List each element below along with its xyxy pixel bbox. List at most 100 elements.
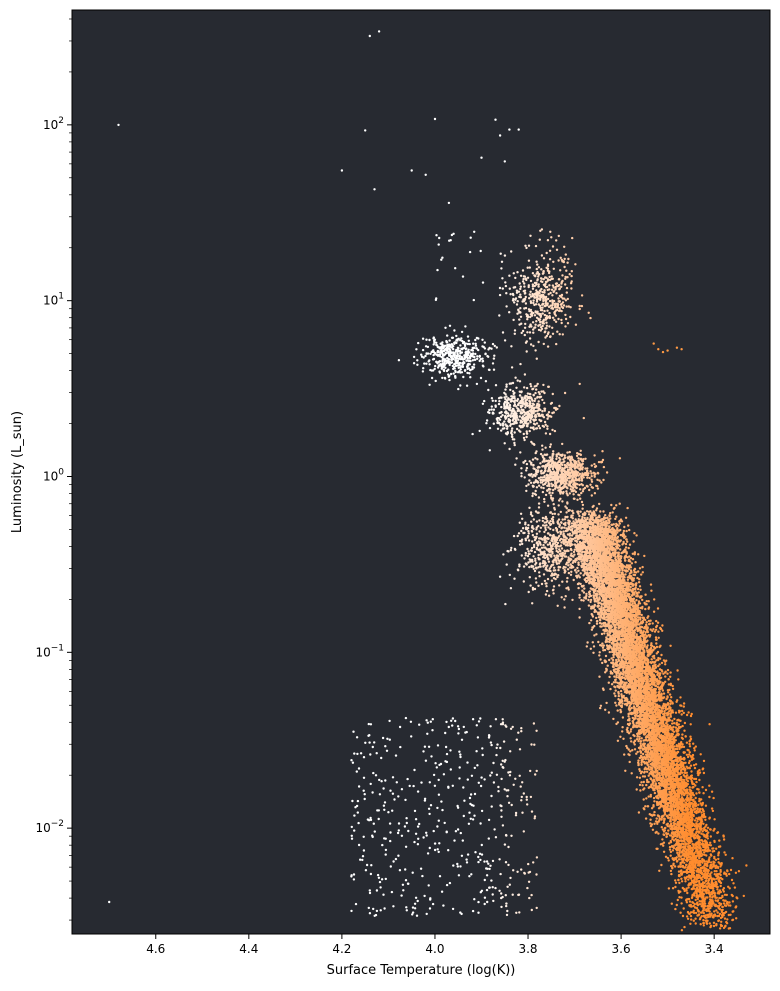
star-point [686, 755, 690, 759]
star-point [717, 857, 720, 861]
star-point [633, 743, 636, 746]
star-point [598, 675, 601, 678]
star-point [680, 896, 683, 899]
star-point [580, 560, 583, 563]
star-point [689, 764, 693, 767]
star-point [597, 616, 601, 619]
star-point [643, 808, 646, 811]
star-point [682, 907, 685, 910]
star-point [680, 793, 683, 796]
star-point [615, 704, 618, 707]
star-point [695, 906, 698, 910]
star-point [587, 513, 591, 516]
star-point [688, 745, 692, 748]
star-point [668, 688, 671, 692]
star-point [664, 675, 667, 678]
star-point [700, 811, 703, 814]
star-point [704, 818, 707, 821]
star-point [704, 825, 707, 828]
star-point [651, 828, 655, 831]
star-point [737, 870, 741, 873]
star-point [592, 645, 596, 648]
star-point [695, 822, 698, 825]
star-point [674, 885, 677, 889]
star-point [652, 721, 655, 724]
star-point [581, 589, 584, 592]
star-point [617, 698, 620, 701]
star-point [663, 829, 666, 832]
star-point [614, 689, 617, 692]
star-point [688, 742, 691, 746]
star-point [709, 844, 713, 847]
star-point [624, 769, 627, 772]
star-point [608, 675, 611, 679]
star-point [625, 564, 629, 567]
scatter-points [108, 30, 748, 932]
star-point [680, 902, 683, 905]
star-point [734, 871, 738, 874]
star-point [625, 538, 628, 541]
star-point [600, 632, 604, 636]
star-point [610, 503, 613, 507]
star-point [722, 838, 726, 841]
star-point [624, 546, 628, 549]
star-point [582, 591, 586, 594]
star-point [689, 914, 693, 918]
star-point [712, 921, 716, 924]
star-point [599, 658, 602, 661]
star-point [690, 770, 693, 773]
star-point [648, 715, 651, 719]
star-point [644, 593, 647, 596]
star-point [732, 882, 735, 885]
star-point [657, 691, 660, 694]
star-point [681, 859, 685, 862]
star-point [655, 642, 658, 645]
star-point [630, 772, 633, 775]
star-point [643, 775, 647, 778]
star-point [599, 706, 602, 710]
star-point [709, 835, 712, 838]
star-point [734, 906, 737, 909]
star-point [602, 644, 605, 647]
star-point [641, 571, 644, 574]
star-point [691, 901, 694, 904]
star-point [622, 529, 626, 533]
star-point [625, 681, 628, 684]
star-point [618, 703, 621, 706]
star-point [728, 872, 731, 876]
star-point [716, 888, 719, 891]
star-point [623, 536, 626, 539]
star-point [642, 780, 645, 784]
star-point [599, 510, 602, 513]
star-point [652, 610, 656, 613]
star-point [689, 737, 693, 741]
star-point [697, 914, 700, 917]
star-point [684, 801, 687, 804]
star-point [718, 839, 721, 842]
star-point [666, 707, 669, 711]
star-point [683, 721, 687, 725]
star-point [635, 788, 638, 791]
star-point [579, 572, 582, 575]
star-point [669, 644, 672, 647]
star-point [649, 793, 652, 797]
star-point [680, 869, 683, 872]
star-point [593, 634, 596, 637]
star-point [702, 911, 705, 915]
star-point [633, 739, 637, 742]
star-point [655, 847, 658, 850]
star-point [576, 566, 579, 570]
star-point [600, 605, 603, 608]
star-point [674, 711, 678, 714]
star-point [685, 863, 688, 867]
star-point [653, 791, 657, 795]
star-point [702, 907, 705, 910]
star-point [709, 828, 712, 831]
star-point [645, 797, 648, 800]
star-point [638, 768, 641, 771]
star-point [710, 854, 713, 857]
star-point [716, 905, 719, 908]
star-point [670, 872, 673, 876]
star-point [702, 771, 706, 775]
star-point [589, 600, 592, 604]
